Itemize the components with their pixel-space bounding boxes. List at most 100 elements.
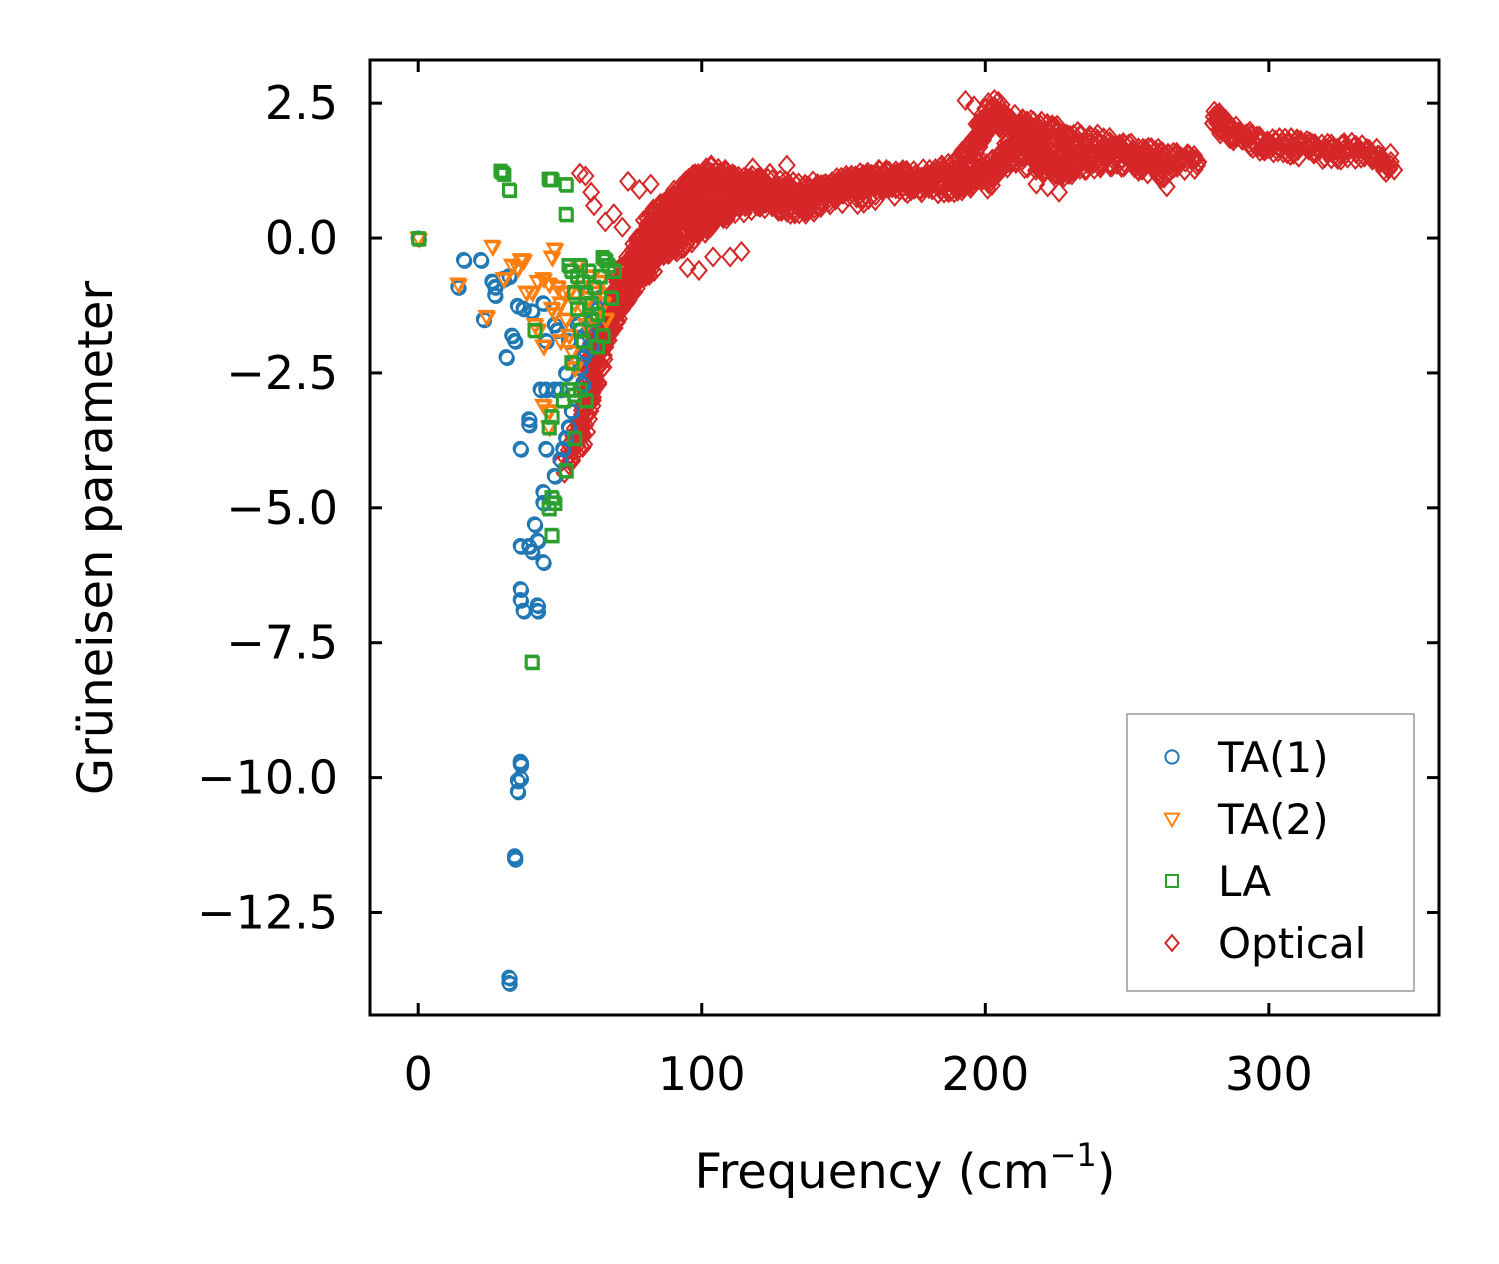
la-point <box>496 166 511 181</box>
optical-point <box>1254 139 1273 161</box>
la-point <box>494 165 509 180</box>
ta-1-point <box>536 555 552 571</box>
optical-point <box>801 185 820 208</box>
legend-marker-la <box>1165 874 1179 888</box>
optical-point <box>963 152 982 174</box>
optical-point <box>895 180 915 203</box>
ta-1-point <box>559 431 575 447</box>
la-point <box>556 394 571 409</box>
la-point <box>544 171 559 186</box>
ta-1-point <box>513 582 530 598</box>
la-point <box>545 173 560 188</box>
la-point <box>545 529 560 544</box>
axis-ticks <box>370 60 1439 1015</box>
x-tick-label: 300 <box>1225 1047 1313 1101</box>
optical-point <box>678 257 697 279</box>
la-point <box>578 392 593 407</box>
ta-1-point <box>564 404 581 420</box>
ta-2-point <box>552 335 571 352</box>
la-point <box>564 355 579 370</box>
ta-1-point <box>539 442 555 458</box>
optical-point <box>1133 159 1152 181</box>
la-point <box>575 333 590 348</box>
optical-point <box>760 162 779 184</box>
optical-point <box>1041 148 1060 171</box>
la-point <box>593 270 608 285</box>
optical-point <box>1027 173 1046 195</box>
la-point <box>606 263 621 278</box>
optical-point <box>958 169 977 191</box>
optical-point <box>1152 168 1171 190</box>
la-point <box>555 392 570 407</box>
ta-2-point <box>552 298 571 314</box>
la-point <box>565 356 580 371</box>
la-point <box>567 285 582 300</box>
optical-point <box>1278 143 1297 165</box>
x-tick-label: 100 <box>658 1047 746 1101</box>
legend: TA(1) TA(2) LA Optical <box>1126 713 1415 992</box>
y-tick-label: −5.0 <box>226 481 338 535</box>
optical-point <box>1305 133 1324 155</box>
la-point <box>493 163 508 178</box>
optical-point <box>732 240 751 263</box>
optical-point <box>777 154 796 176</box>
optical-point <box>1284 143 1303 166</box>
la-point <box>412 232 427 247</box>
optical-point <box>576 165 595 187</box>
la-point <box>595 328 610 343</box>
x-tick-label: 0 <box>404 1047 433 1101</box>
la-point <box>542 502 557 517</box>
optical-point <box>956 89 975 112</box>
la-point <box>503 184 518 199</box>
ta-1-point <box>474 253 490 269</box>
ta-1-point <box>525 545 541 561</box>
la-point <box>559 464 574 479</box>
la-point <box>559 208 574 223</box>
la-point <box>411 231 426 246</box>
legend-label: TA(1) <box>1217 733 1329 782</box>
ta-2-point <box>549 281 568 298</box>
ta-1-point <box>499 350 515 366</box>
la-point <box>576 335 591 350</box>
optical-point <box>1344 136 1363 158</box>
la-point <box>568 432 583 447</box>
ta-2-point <box>543 252 562 268</box>
ta-2-point <box>478 311 497 328</box>
la-point <box>569 301 584 316</box>
la-point <box>568 286 583 301</box>
y-tick-label: −7.5 <box>226 616 338 670</box>
la-point <box>573 324 588 339</box>
optical-point <box>930 173 949 195</box>
la-point <box>497 167 512 182</box>
optical-point <box>976 97 995 120</box>
la-point <box>567 430 582 445</box>
optical-point <box>689 259 708 282</box>
legend-label: TA(2) <box>1217 795 1329 844</box>
optical-point <box>847 187 866 209</box>
optical-point <box>641 173 660 195</box>
legend-marker-optical <box>1164 933 1180 953</box>
optical-point <box>961 152 980 174</box>
ta-1-point <box>508 334 524 350</box>
optical-point <box>839 180 858 203</box>
optical-point <box>805 201 824 223</box>
optical-point <box>583 395 602 417</box>
legend-label: LA <box>1218 857 1271 906</box>
legend-marker-ta-2 <box>1163 812 1181 829</box>
optical-point <box>964 95 983 117</box>
ta-1-point <box>488 288 504 304</box>
la-point <box>558 177 573 192</box>
optical-point <box>1138 163 1157 185</box>
ta-1-point <box>522 418 538 434</box>
ta-1-point <box>508 852 524 868</box>
data-points <box>409 88 1404 992</box>
la-point <box>558 463 573 478</box>
optical-point <box>1385 159 1404 181</box>
legend-marker-ta-1 <box>1164 749 1180 765</box>
ta-1-point <box>527 518 544 534</box>
ta-1-point <box>510 785 527 801</box>
ta-2-point <box>535 341 554 357</box>
la-point <box>525 656 540 671</box>
ta-1-point <box>513 442 530 458</box>
la-point <box>528 324 543 339</box>
